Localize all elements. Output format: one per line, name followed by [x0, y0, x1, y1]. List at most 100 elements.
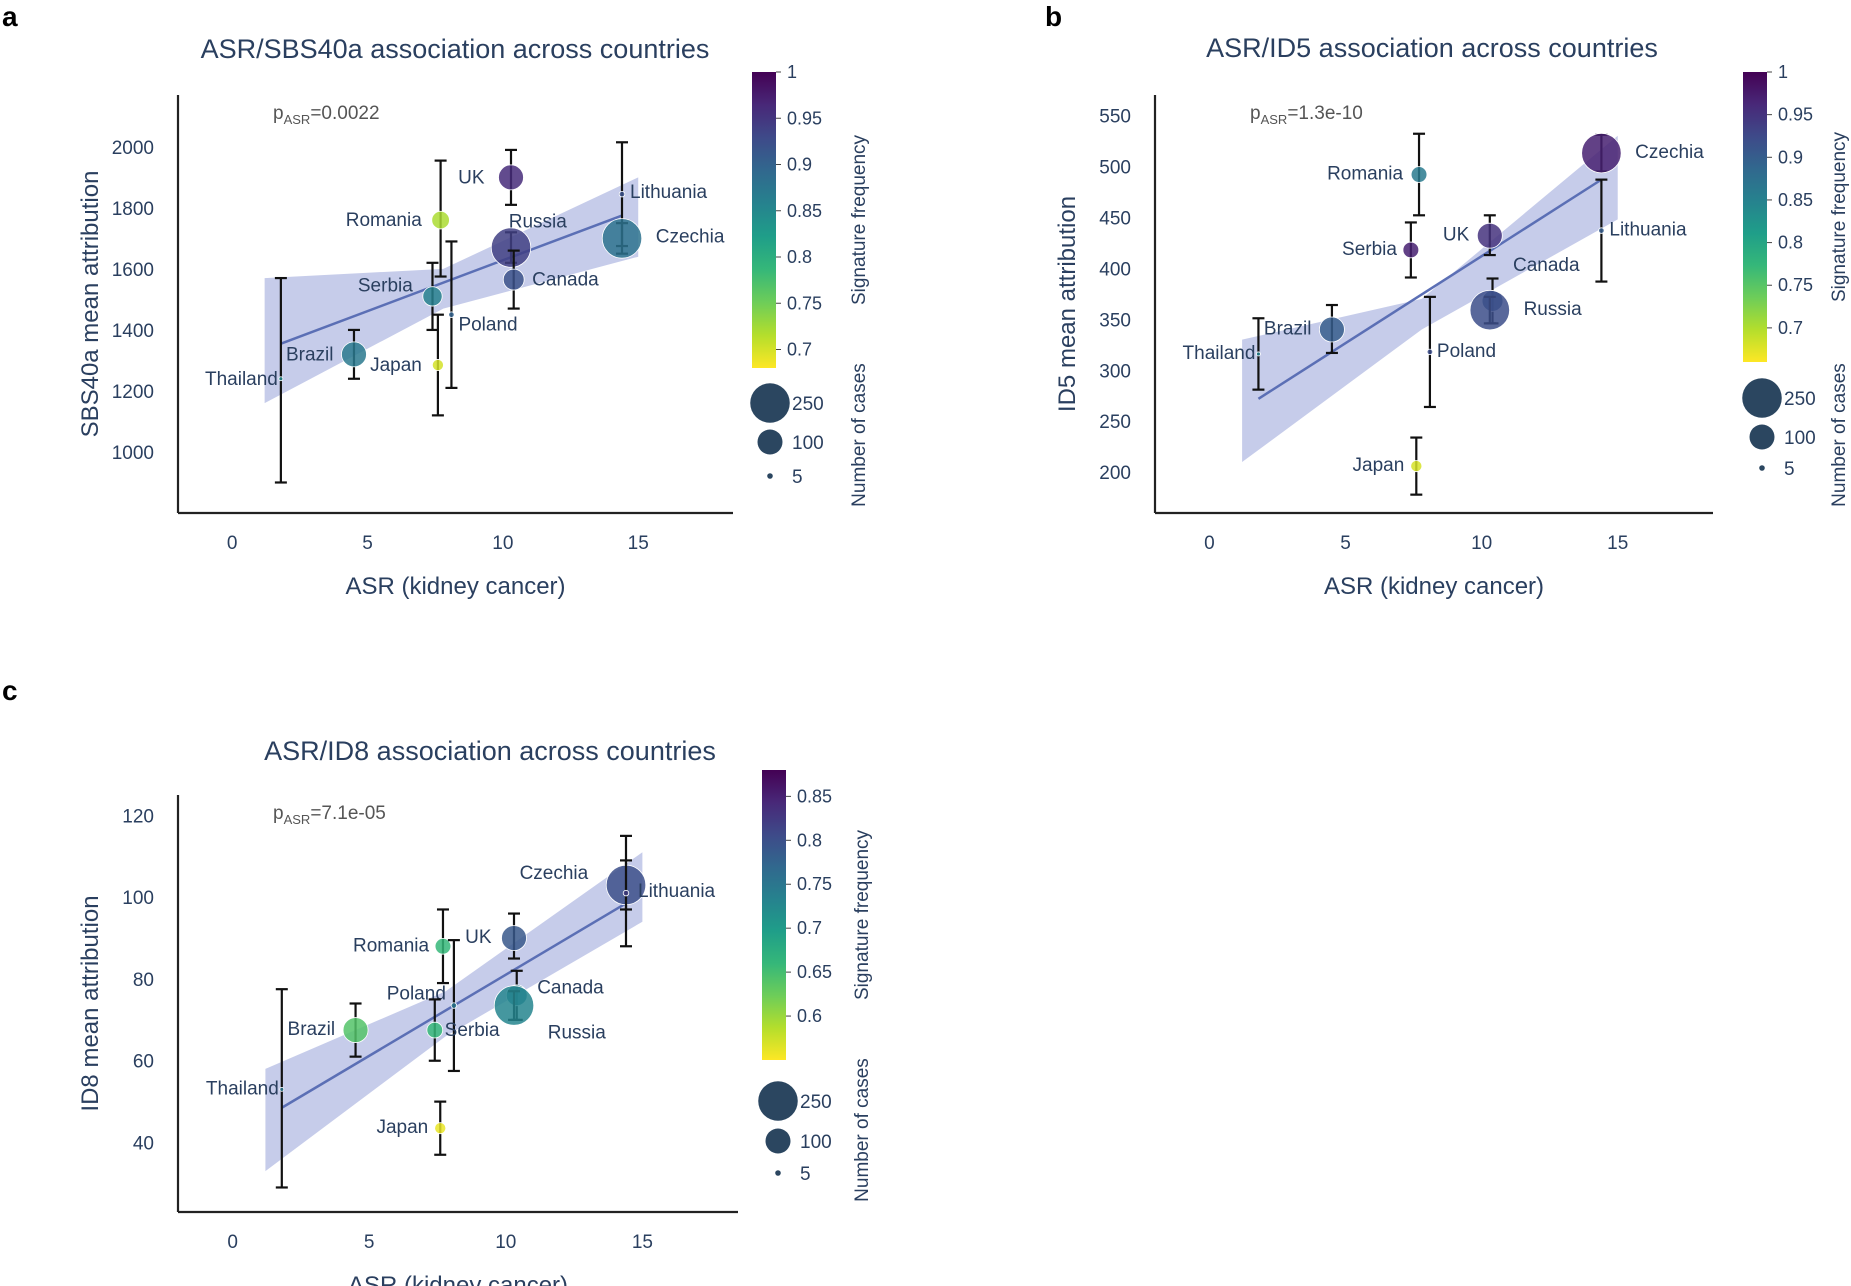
data-point-russia[interactable]: Russia: [493, 985, 607, 1044]
marker[interactable]: [1476, 222, 1503, 249]
data-point-lithuania[interactable]: Lithuania: [1595, 178, 1687, 283]
marker[interactable]: [601, 218, 643, 259]
marker[interactable]: [431, 210, 450, 230]
marker[interactable]: [426, 1021, 444, 1039]
panel-letter: b: [1045, 1, 1062, 32]
marker[interactable]: [1426, 348, 1434, 356]
data-point-serbia[interactable]: Serbia: [358, 261, 443, 332]
point-label: Canada: [532, 270, 599, 291]
data-point-thailand[interactable]: Thailand: [205, 276, 287, 484]
p-value-annotation: pASR=0.0022: [273, 103, 380, 127]
y-tick-label: 300: [1099, 361, 1131, 382]
marker[interactable]: [1402, 241, 1420, 259]
marker[interactable]: [278, 376, 284, 382]
colorbar-tick-label: 0.6: [797, 1006, 822, 1026]
data-point-thailand[interactable]: Thailand: [1183, 317, 1265, 391]
colorbar-tick-label: 0.75: [797, 874, 832, 894]
point-label: Serbia: [445, 1020, 500, 1041]
marker[interactable]: [501, 925, 527, 951]
marker[interactable]: [1410, 460, 1423, 473]
data-point-uk[interactable]: UK: [1443, 214, 1503, 257]
marker[interactable]: [279, 1086, 285, 1092]
data-point-romania[interactable]: Romania: [346, 159, 450, 278]
x-tick-label: 0: [1204, 533, 1215, 554]
size-legend-title: Number of cases: [849, 363, 870, 507]
data-point-romania[interactable]: Romania: [353, 908, 452, 985]
point-label: Serbia: [358, 275, 413, 296]
marker[interactable]: [450, 1002, 458, 1009]
panel-b: b ASR/ID5 association across countries 0 5 1…: [1045, 1, 1850, 600]
marker[interactable]: [422, 286, 443, 307]
colorbar-tick-label: 0.65: [797, 962, 832, 982]
colorbar-tick-label: 0.7: [1778, 318, 1803, 338]
marker[interactable]: [493, 985, 535, 1026]
colorbar-label: Signature frequency: [849, 134, 870, 305]
marker[interactable]: [448, 311, 455, 318]
point-label: Japan: [376, 1117, 428, 1138]
marker[interactable]: [1469, 289, 1510, 331]
p-value-subscript: ASR: [284, 812, 311, 827]
colorbar: [762, 770, 786, 1060]
p-value-prefix: p: [1250, 103, 1261, 124]
size-legend-label: 100: [792, 433, 824, 454]
x-tick-label: 5: [364, 1232, 375, 1253]
marker[interactable]: [622, 889, 630, 897]
x-tick-label: 10: [492, 533, 513, 554]
size-legend-marker: [758, 1081, 798, 1121]
marker[interactable]: [431, 359, 444, 372]
marker[interactable]: [342, 1017, 369, 1043]
data-point-thailand[interactable]: Thailand: [206, 988, 288, 1189]
data-point-czechia[interactable]: Czechia: [601, 218, 725, 259]
marker[interactable]: [618, 190, 626, 198]
point-label: Thailand: [206, 1078, 279, 1099]
marker[interactable]: [1581, 132, 1622, 174]
data-point-czechia[interactable]: Czechia: [1581, 132, 1705, 174]
colorbar-tick-label: 0.9: [1778, 147, 1803, 167]
data-point-uk[interactable]: UK: [458, 148, 524, 206]
size-legend-marker: [750, 383, 790, 423]
y-tick-label: 100: [122, 888, 154, 909]
colorbar-tick-label: 0.7: [787, 340, 812, 360]
marker[interactable]: [1319, 316, 1345, 343]
data-point-japan[interactable]: Japan: [1353, 436, 1423, 496]
y-tick-label: 350: [1099, 310, 1131, 331]
marker[interactable]: [1256, 351, 1261, 357]
data-point-serbia[interactable]: Serbia: [1342, 221, 1420, 279]
point-label: Russia: [1524, 299, 1583, 320]
data-point-brazil[interactable]: Brazil: [286, 328, 367, 380]
data-point-poland[interactable]: Poland: [445, 240, 518, 390]
marker[interactable]: [490, 227, 532, 268]
size-legend-title: Number of cases: [1829, 363, 1850, 507]
data-point-japan[interactable]: Japan: [376, 1100, 447, 1156]
point-label: Poland: [458, 315, 517, 336]
colorbar-tick-label: 0.9: [787, 155, 812, 175]
point-label: Romania: [1327, 164, 1403, 185]
marker[interactable]: [434, 937, 452, 955]
point-label: Russia: [548, 1023, 607, 1044]
data-point-poland[interactable]: Poland: [1423, 295, 1496, 409]
marker[interactable]: [498, 164, 524, 191]
data-point-russia[interactable]: Russia: [1469, 289, 1583, 331]
data-point-brazil[interactable]: Brazil: [288, 1002, 369, 1058]
data-point-uk[interactable]: UK: [465, 912, 527, 960]
marker[interactable]: [1598, 227, 1605, 234]
data-point-brazil[interactable]: Brazil: [1264, 303, 1345, 355]
data-point-japan[interactable]: Japan: [370, 313, 444, 417]
data-point-romania[interactable]: Romania: [1327, 132, 1428, 217]
data-point-russia[interactable]: Russia: [490, 212, 567, 268]
colorbar-tick-label: 1: [1778, 62, 1788, 82]
data-point-serbia[interactable]: Serbia: [426, 998, 500, 1062]
marker[interactable]: [1410, 166, 1428, 183]
marker[interactable]: [341, 341, 367, 368]
point-label: Czechia: [656, 226, 725, 247]
chart-title: ASR/SBS40a association across countries: [201, 34, 710, 64]
marker[interactable]: [434, 1122, 447, 1135]
colorbar-tick-label: 0.95: [1778, 105, 1813, 125]
data-point-canada[interactable]: Canada: [502, 249, 599, 310]
y-tick-label: 2000: [112, 138, 154, 159]
marker[interactable]: [502, 268, 525, 291]
point-label: UK: [458, 167, 485, 188]
data-point-lithuania[interactable]: Lithuania: [620, 834, 716, 948]
data-point-lithuania[interactable]: Lithuania: [616, 141, 708, 248]
